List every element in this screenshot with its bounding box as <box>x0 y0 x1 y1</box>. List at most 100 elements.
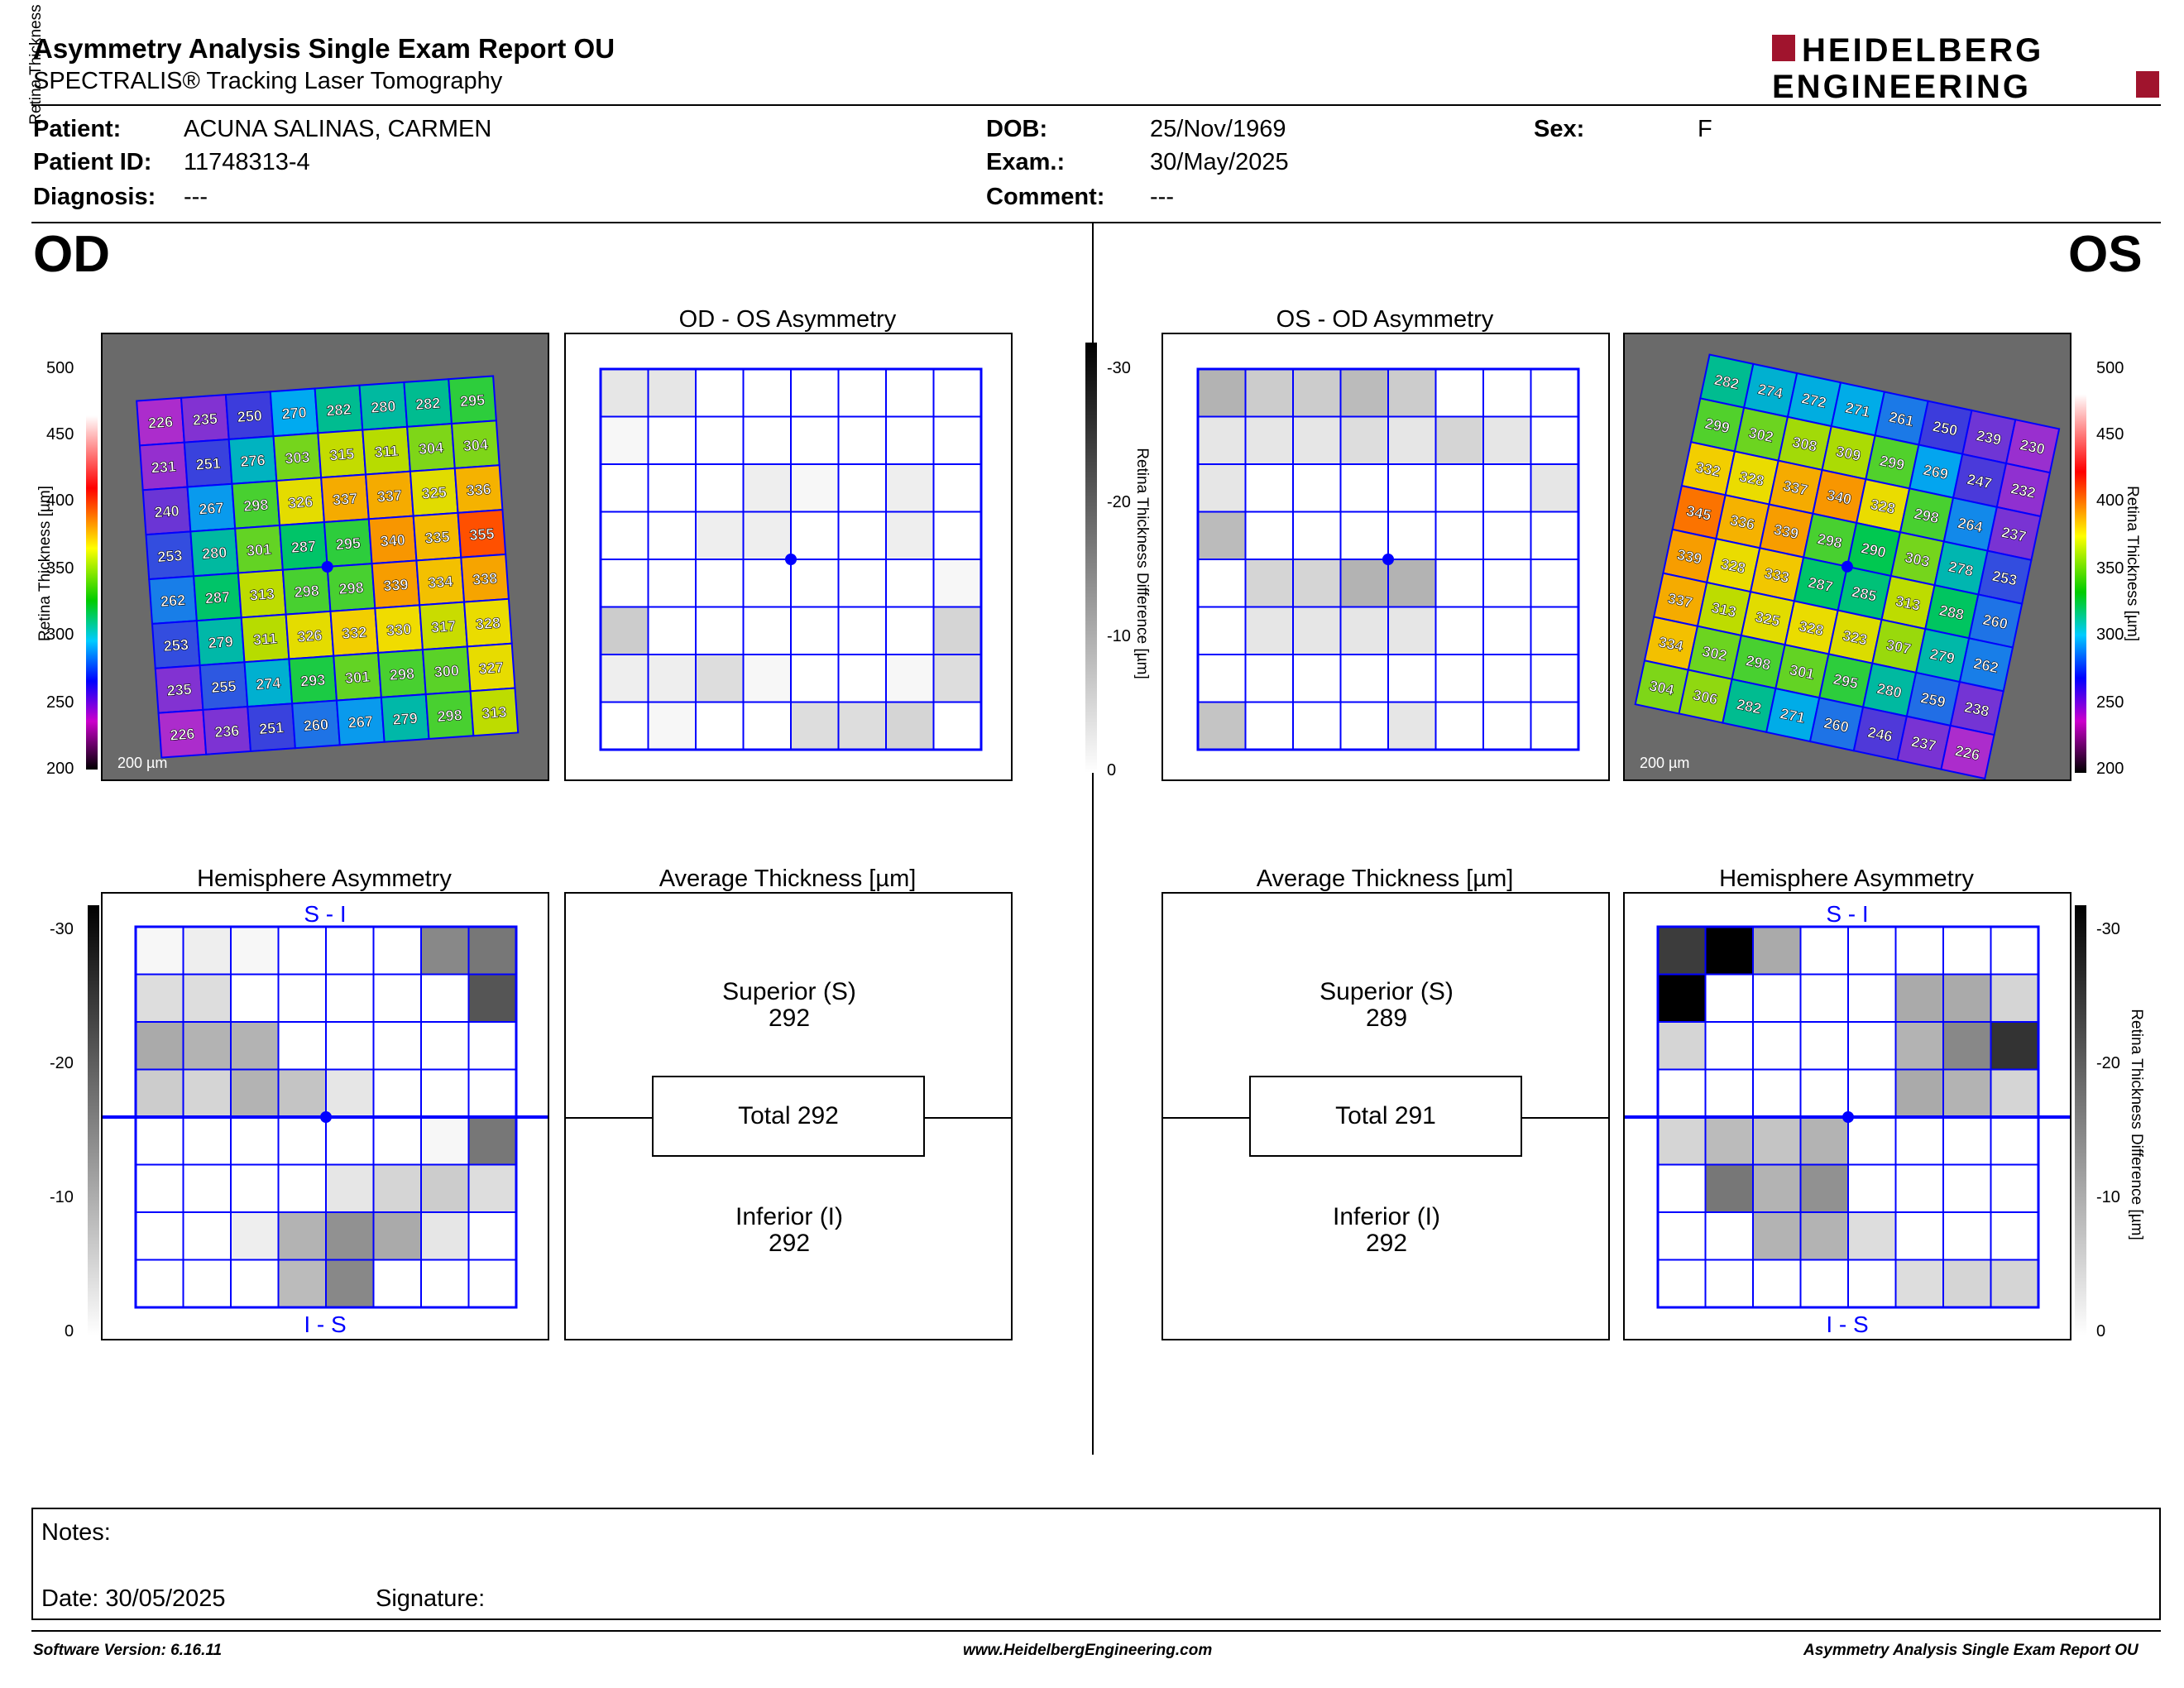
od-hemi-tick-30: -30 <box>50 920 74 938</box>
od-hemi-cell <box>182 1021 232 1071</box>
os-thick-value: 278 <box>1947 559 1976 580</box>
os-asym-cell <box>1530 415 1579 465</box>
os-asym-cell <box>1244 368 1294 418</box>
os-hemi-cell <box>1704 926 1754 976</box>
diff-axis-label: Retina Thickness Difference [µm] <box>1133 448 1151 679</box>
od-hemi-cell <box>325 1116 375 1166</box>
os-asym-cell <box>1339 654 1389 703</box>
od-thick-value: 235 <box>166 681 192 699</box>
os-asym-cell <box>1292 415 1342 465</box>
os-asym-cell <box>1197 701 1247 750</box>
os-hemi-cell <box>1704 1068 1754 1118</box>
od-hemi-cell <box>182 1116 232 1166</box>
od-hemi-cell <box>372 1068 422 1118</box>
od-asym-panel <box>564 333 1013 781</box>
os-asym-cell <box>1482 415 1532 465</box>
os-thick-value: 306 <box>1692 687 1720 708</box>
od-asym-cell <box>837 415 887 465</box>
os-asym-cell <box>1387 701 1437 750</box>
os-asym-cell <box>1434 606 1484 655</box>
os-superior-label: Superior (S) <box>1320 978 1454 1005</box>
os-thick-value: 307 <box>1885 636 1913 658</box>
od-hemi-tick-20: -20 <box>50 1054 74 1072</box>
od-asym-cell <box>695 415 745 465</box>
os-thick-value: 264 <box>1956 515 1985 536</box>
os-tick-200: 200 <box>2096 760 2124 778</box>
os-thick-value: 328 <box>1719 555 1747 577</box>
od-thick-value: 339 <box>383 576 409 594</box>
os-asym-cell <box>1434 701 1484 750</box>
od-asym-cell <box>600 368 649 418</box>
os-asym-cell <box>1339 415 1389 465</box>
os-asym-cell <box>1434 463 1484 513</box>
os-asym-cell <box>1387 511 1437 560</box>
od-thick-value: 355 <box>469 525 495 544</box>
os-total: Total 291 <box>1249 1076 1522 1157</box>
od-hemi-cell <box>182 1163 232 1213</box>
od-hemi-cell <box>467 1068 517 1118</box>
os-hemi-cell <box>1704 1163 1754 1213</box>
os-thick-value: 287 <box>1807 574 1835 596</box>
od-thick-value: 267 <box>199 500 224 518</box>
svg-text:HEIDELBERG: HEIDELBERG <box>1802 32 2043 69</box>
od-hemi-cell <box>467 1021 517 1071</box>
od-thick-value: 298 <box>243 496 269 515</box>
os-hemi-cell <box>1847 1021 1897 1071</box>
os-hemi-cell <box>1704 1116 1754 1166</box>
od-thick-fovea-dot <box>321 560 333 573</box>
od-thick-value: 240 <box>154 502 180 520</box>
od-asym-cell <box>837 463 887 513</box>
od-thick-value: 280 <box>371 398 396 416</box>
od-hemi-title: Hemisphere Asymmetry <box>197 866 452 892</box>
os-asym-cell <box>1482 511 1532 560</box>
os-hemi-cell <box>1704 1259 1754 1308</box>
od-hemi-cell <box>325 1163 375 1213</box>
comment-label: Comment: <box>986 184 1105 210</box>
od-hemi-cell <box>230 1068 280 1118</box>
os-hemi-cell <box>1752 1116 1802 1166</box>
od-thick-value: 298 <box>294 583 319 601</box>
od-thick-value: 295 <box>335 535 361 553</box>
od-thick-value: 311 <box>374 443 399 461</box>
od-asym-cell <box>885 701 935 750</box>
os-hemi-cell <box>1704 1211 1754 1261</box>
os-tick-400: 400 <box>2096 492 2124 510</box>
od-asym-cell <box>837 701 887 750</box>
od-hemi-cell <box>135 1163 184 1213</box>
od-asym-cell <box>932 415 982 465</box>
od-asym-cell <box>837 654 887 703</box>
os-thick-value: 250 <box>1931 418 1959 439</box>
od-asym-cell <box>695 511 745 560</box>
od-hemi-cell <box>182 973 232 1023</box>
od-hemi-cell <box>277 1021 327 1071</box>
os-hemi-cell <box>1657 1163 1707 1213</box>
od-thick-value: 301 <box>344 669 370 687</box>
od-asym-cell <box>932 463 982 513</box>
os-asym-cell <box>1292 368 1342 418</box>
os-asym-cell <box>1434 511 1484 560</box>
od-thick-value: 325 <box>421 484 447 502</box>
os-hemi-tick-10: -10 <box>2096 1188 2120 1206</box>
os-fundus-image: 282 274 272 271 261 250 239 230 299 302 308 309 299 2… <box>1623 333 2071 781</box>
od-hemi-cell <box>467 1211 517 1261</box>
od-hemi-cell <box>325 1211 375 1261</box>
os-asym-cell <box>1482 701 1532 750</box>
od-asym-cell <box>647 368 697 418</box>
od-asym-cell <box>790 701 840 750</box>
od-asym-cell <box>600 606 649 655</box>
os-asym-cell <box>1292 701 1342 750</box>
os-hemi-cell <box>1752 1068 1802 1118</box>
od-asym-cell <box>885 463 935 513</box>
od-thick-value: 282 <box>415 395 441 413</box>
od-hemi-cell <box>467 1116 517 1166</box>
od-thick-value: 276 <box>240 452 266 470</box>
notes-box[interactable]: Notes: Date: 30/05/2025 Signature: <box>31 1508 2161 1620</box>
os-asym-cell <box>1339 701 1389 750</box>
os-hemi-cell <box>1799 1021 1849 1071</box>
diff-tick-30: -30 <box>1107 359 1131 377</box>
od-asym-cell <box>790 463 840 513</box>
od-hemi-tick-10: -10 <box>50 1188 74 1206</box>
od-hemi-cell <box>372 1163 422 1213</box>
od-fundus-image: 226 235 250 270 282 280 282 295 231 251 276 303 315 3… <box>101 333 549 781</box>
od-asym-cell <box>600 654 649 703</box>
